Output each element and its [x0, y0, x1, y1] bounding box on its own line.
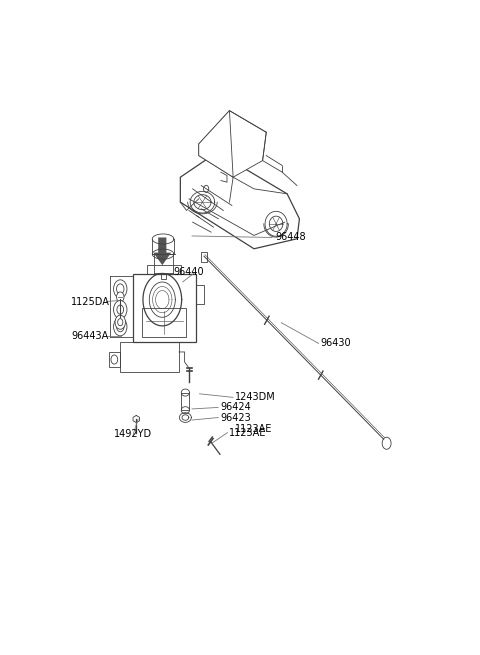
- Circle shape: [114, 280, 127, 298]
- Circle shape: [117, 284, 124, 294]
- Bar: [201, 252, 207, 262]
- Text: 1492YD: 1492YD: [114, 429, 152, 439]
- Circle shape: [117, 305, 124, 314]
- Circle shape: [204, 185, 209, 193]
- Circle shape: [117, 322, 124, 332]
- Bar: [109, 352, 120, 367]
- Text: 96424: 96424: [220, 402, 251, 413]
- Bar: [147, 265, 181, 274]
- Polygon shape: [180, 152, 300, 249]
- Text: 1243DM: 1243DM: [235, 392, 276, 402]
- Bar: [142, 309, 186, 337]
- Text: 96430: 96430: [321, 339, 351, 348]
- Circle shape: [114, 301, 127, 319]
- Text: 1123AE: 1123AE: [229, 428, 266, 438]
- Bar: [196, 286, 204, 305]
- Text: 96448: 96448: [276, 233, 306, 242]
- Circle shape: [382, 437, 391, 449]
- Bar: [181, 392, 190, 410]
- Polygon shape: [199, 111, 233, 178]
- Bar: [120, 342, 179, 372]
- Bar: [132, 274, 196, 342]
- Circle shape: [114, 318, 127, 336]
- Circle shape: [111, 355, 118, 364]
- Text: 96443A: 96443A: [71, 331, 108, 341]
- Text: 96440: 96440: [173, 267, 204, 277]
- Text: 1123AE: 1123AE: [235, 424, 272, 434]
- Circle shape: [117, 292, 124, 302]
- Text: 96423: 96423: [220, 413, 251, 422]
- Polygon shape: [199, 111, 266, 178]
- FancyArrow shape: [154, 238, 171, 265]
- Circle shape: [118, 319, 123, 326]
- Circle shape: [115, 315, 125, 329]
- Text: 1125DA: 1125DA: [71, 297, 110, 307]
